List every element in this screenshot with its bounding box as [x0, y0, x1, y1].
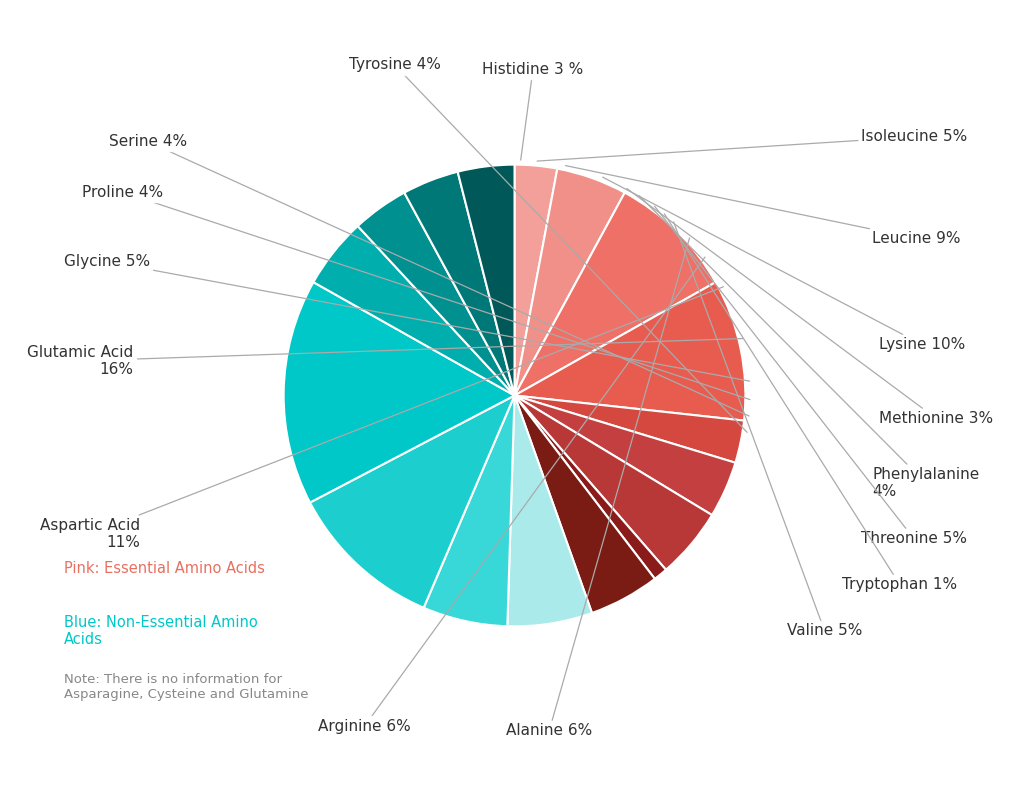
Text: Tyrosine 4%: Tyrosine 4%: [348, 57, 748, 433]
Text: Proline 4%: Proline 4%: [83, 185, 750, 399]
Text: Valine 5%: Valine 5%: [674, 222, 862, 638]
Wedge shape: [458, 165, 514, 396]
Wedge shape: [514, 396, 712, 570]
Wedge shape: [514, 165, 557, 396]
Wedge shape: [514, 396, 666, 579]
Text: Methionine 3%: Methionine 3%: [627, 188, 993, 426]
Wedge shape: [357, 193, 514, 396]
Wedge shape: [514, 396, 744, 463]
Wedge shape: [514, 282, 745, 421]
Wedge shape: [284, 282, 514, 502]
Wedge shape: [514, 396, 654, 613]
Text: Lysine 10%: Lysine 10%: [603, 177, 966, 352]
Wedge shape: [507, 396, 592, 626]
Text: Arginine 6%: Arginine 6%: [318, 257, 706, 734]
Text: Threonine 5%: Threonine 5%: [654, 206, 967, 546]
Text: Serine 4%: Serine 4%: [109, 134, 750, 416]
Wedge shape: [514, 168, 625, 396]
Wedge shape: [404, 172, 514, 396]
Wedge shape: [514, 396, 735, 515]
Text: Aspartic Acid
11%: Aspartic Acid 11%: [40, 287, 723, 551]
Text: Note: There is no information for
Asparagine, Cysteine and Glutamine: Note: There is no information for Aspara…: [65, 672, 309, 701]
Text: Alanine 6%: Alanine 6%: [506, 238, 689, 738]
Wedge shape: [424, 396, 514, 626]
Text: Tryptophan 1%: Tryptophan 1%: [665, 214, 957, 592]
Wedge shape: [514, 193, 716, 396]
Text: Leucine 9%: Leucine 9%: [565, 165, 961, 246]
Text: Phenylalanine
4%: Phenylalanine 4%: [639, 196, 980, 499]
Text: Glutamic Acid
16%: Glutamic Acid 16%: [28, 339, 743, 377]
Text: Glycine 5%: Glycine 5%: [63, 254, 750, 381]
Text: Blue: Non-Essential Amino
Acids: Blue: Non-Essential Amino Acids: [65, 615, 258, 647]
Wedge shape: [310, 396, 514, 607]
Wedge shape: [313, 226, 514, 396]
Text: Histidine 3 %: Histidine 3 %: [482, 62, 584, 160]
Text: Isoleucine 5%: Isoleucine 5%: [538, 130, 967, 161]
Text: Pink: Essential Amino Acids: Pink: Essential Amino Acids: [65, 561, 265, 576]
